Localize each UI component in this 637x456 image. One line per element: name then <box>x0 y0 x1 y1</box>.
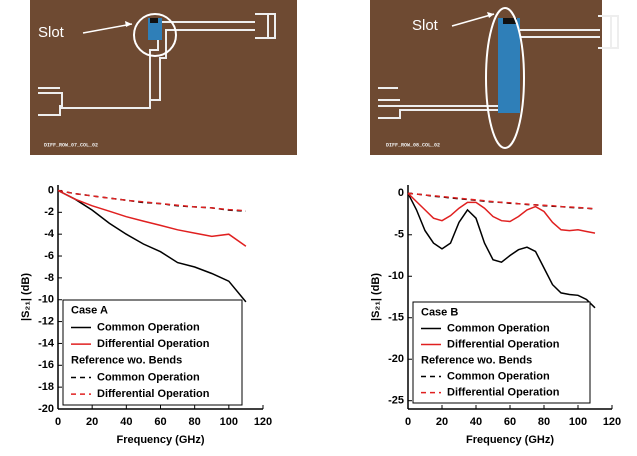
y-tick-label: -12 <box>38 315 54 327</box>
series-line <box>57 189 246 212</box>
legend-title: Case B <box>421 306 458 318</box>
x-tick-label: 100 <box>220 416 238 428</box>
x-tick-label: 0 <box>55 416 61 428</box>
y-axis-label: |S₂₁| (dB) <box>20 273 32 321</box>
y-tick-label: -10 <box>38 294 54 306</box>
y-tick-label: -14 <box>38 337 55 349</box>
y-tick-label: -10 <box>388 270 404 282</box>
y-tick-label: -5 <box>394 229 404 241</box>
photo-label: Slot <box>412 17 439 34</box>
y-tick-label: -20 <box>38 403 54 415</box>
legend-label: Common Operation <box>97 371 200 383</box>
x-tick-label: 60 <box>504 416 516 428</box>
photo: Slot DIFF_ROW_07_COL_02 <box>30 0 297 155</box>
series-line <box>57 189 246 212</box>
x-tick-label: 120 <box>603 416 621 428</box>
legend-box <box>62 299 243 406</box>
y-tick-label: -2 <box>44 206 54 218</box>
x-tick-label: 40 <box>470 416 482 428</box>
legend-label: Common Operation <box>97 321 200 333</box>
photo-caption: DIFF_ROW_07_COL_02 <box>44 142 98 148</box>
x-tick-label: 0 <box>405 416 411 428</box>
legend-label: Differential Operation <box>97 388 210 400</box>
x-tick-label: 20 <box>86 416 98 428</box>
photo-caption: DIFF_ROW_08_COL_02 <box>386 142 440 148</box>
y-axis-label: |S₂₁| (dB) <box>370 273 382 321</box>
photo-label: Slot <box>38 24 65 41</box>
photo: Slot DIFF_ROW_08_COL_02 <box>370 0 619 155</box>
x-tick-label: 60 <box>154 416 166 428</box>
series-line <box>407 192 596 234</box>
x-tick-label: 80 <box>189 416 201 428</box>
legend-label: Differential Operation <box>97 338 210 350</box>
x-tick-label: 40 <box>120 416 132 428</box>
chart: 0-2-4-6-8-10-12-14-16-18-200 20 40 60 80 100 1… <box>20 184 272 446</box>
y-tick-label: -25 <box>388 395 404 407</box>
legend-label: Common Operation <box>447 322 550 334</box>
chart: 0-5-10-15-20-250 20 40 60 80 100 120Frequency … <box>370 185 621 446</box>
x-axis-label: Frequency (GHz) <box>116 434 204 446</box>
series-line <box>57 189 247 247</box>
x-tick-label: 120 <box>254 416 272 428</box>
y-tick-label: -16 <box>38 359 54 371</box>
y-tick-label: -4 <box>44 228 55 240</box>
y-tick-label: 0 <box>48 184 54 196</box>
y-tick-label: -20 <box>388 353 404 365</box>
y-tick-label: -18 <box>38 381 54 393</box>
series-line <box>407 192 596 309</box>
legend-box <box>412 301 591 404</box>
legend-subtitle: Reference wo. Bends <box>421 354 532 366</box>
y-tick-label: -8 <box>44 272 54 284</box>
y-tick-label: -15 <box>388 312 404 324</box>
legend-subtitle: Reference wo. Bends <box>71 355 182 367</box>
x-axis-label: Frequency (GHz) <box>466 434 554 446</box>
series-line <box>57 189 247 303</box>
series-line <box>407 192 596 210</box>
legend-title: Case A <box>71 305 108 317</box>
x-tick-label: 100 <box>569 416 587 428</box>
legend-label: Differential Operation <box>447 386 560 398</box>
y-tick-label: -6 <box>44 250 54 262</box>
y-tick-label: 0 <box>398 187 404 199</box>
x-tick-label: 20 <box>436 416 448 428</box>
x-tick-label: 80 <box>538 416 550 428</box>
legend-label: Differential Operation <box>447 338 560 350</box>
legend-label: Common Operation <box>447 370 550 382</box>
